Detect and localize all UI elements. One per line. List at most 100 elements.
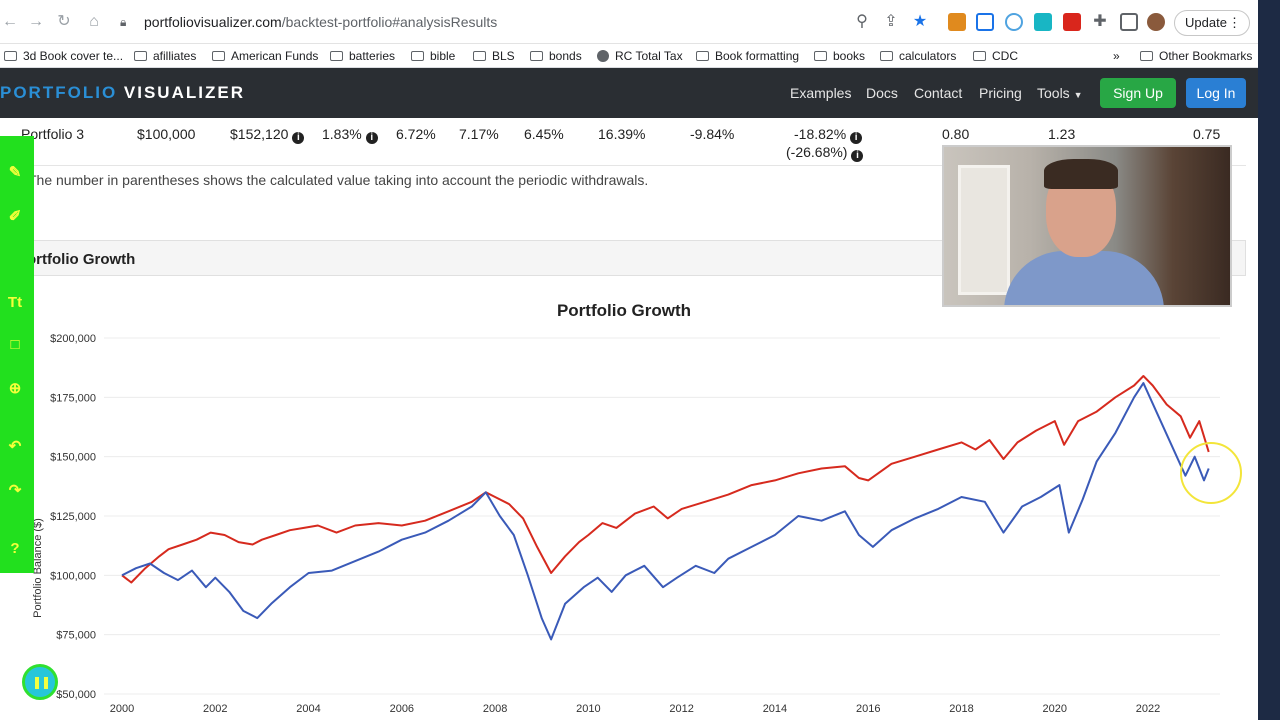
folder-icon [473,51,486,61]
bookmark-item[interactable]: Book formatting [696,48,799,64]
final-balance-cell: $152,120 i [230,126,305,144]
worst-year: 6.45% [524,126,564,142]
side-panel-icon[interactable] [1120,13,1138,31]
max-drawdown-withdrawals: (-26.68%) [786,144,848,160]
folder-icon [880,51,893,61]
share-icon[interactable]: ⇪ [884,13,898,30]
undo-tool-icon[interactable]: ↶ [8,438,22,455]
metric-8: 16.39% [598,126,646,142]
caret-down-icon: ▼ [1073,90,1083,100]
highlighter-tool-icon[interactable]: ✐ [8,208,22,225]
bookmarks-bar: 3d Book cover te... afilliates American … [0,44,1258,68]
y-tick-label: $200,000 [50,333,96,345]
extension-icon-1[interactable] [948,13,966,31]
annotation-toolbar: ✎ ✐ Tt □ ⊕ ↶ ↷ ? [0,136,34,573]
bookmark-item[interactable]: American Funds [212,48,318,64]
bookmark-item[interactable]: batteries [330,48,395,64]
extension-icon-4[interactable] [1034,13,1052,31]
x-tick-label: 2020 [1043,703,1067,715]
info-icon[interactable]: i [292,132,305,144]
extension-icon-3[interactable] [1005,13,1023,31]
y-tick-label: $150,000 [50,452,96,464]
bookmark-label: Book formatting [715,49,800,63]
update-button[interactable]: Update ⋮ [1174,10,1250,36]
x-tick-label: 2008 [483,703,507,715]
redo-tool-icon[interactable]: ↷ [8,482,22,499]
bookmark-item[interactable]: BLS [473,48,515,64]
bookmark-label: BLS [492,49,515,63]
folder-icon [1140,51,1153,61]
sign-up-button[interactable]: Sign Up [1100,78,1176,108]
series-line-1 [121,375,1210,584]
menu-dots-icon: ⋮ [1228,15,1241,30]
zoom-tool-icon[interactable]: ⊕ [8,380,22,397]
bookmark-label: bible [430,49,456,63]
puzzle-extensions-icon[interactable]: ✚ [1093,13,1107,30]
bookmarks-overflow-icon[interactable]: » [1113,49,1120,63]
pause-icon [44,677,48,689]
max-drawdown-withdrawals-cell: (-26.68%) i [786,144,864,162]
site-logo[interactable]: PORTFOLIO VISUALIZER [0,83,245,103]
bookmark-label: RC Total Tax [615,49,683,63]
bookmark-item[interactable]: CDC [973,48,1018,64]
cursor-highlight-ring [1180,442,1242,504]
url-path: /backtest-portfolio#analysisResults [281,14,498,30]
portfolio-name: Portfolio 3 [21,126,85,142]
folder-icon [212,51,225,61]
x-tick-label: 2018 [949,703,973,715]
bookmark-label: calculators [899,49,957,63]
globe-icon [597,50,609,62]
bookmark-item[interactable]: 3d Book cover te... [4,48,123,64]
reload-icon[interactable]: ↻ [57,13,71,30]
bookmark-star-icon[interactable]: ★ [912,13,928,30]
text-tool-icon[interactable]: Tt [7,294,23,311]
folder-icon [696,51,709,61]
update-label: Update [1185,15,1227,30]
extension-icon-2[interactable] [976,13,994,31]
profile-avatar[interactable] [1147,13,1165,31]
max-drawdown: -18.82% [794,126,847,142]
bookmark-item[interactable]: books [814,48,865,64]
pause-icon [35,677,39,689]
lock-icon: 🔒︎ [120,15,127,29]
y-tick-label: $100,000 [50,570,96,582]
other-bookmarks[interactable]: Other Bookmarks [1140,48,1252,64]
bookmark-label: batteries [349,49,396,63]
y-tick-label: $125,000 [50,511,96,523]
folder-icon [530,51,543,61]
folder-icon [4,51,17,61]
nav-contact[interactable]: Contact [914,85,963,101]
help-tool-icon[interactable]: ? [10,540,20,557]
webcam-overlay [942,145,1232,307]
info-icon[interactable]: i [365,132,378,144]
x-tick-label: 2022 [1136,703,1160,715]
nav-examples[interactable]: Examples [790,85,852,101]
webcam-door [958,165,1010,295]
table-row: Portfolio 3 $100,000 $152,120 i 1.83% i 6.… [0,118,1246,166]
bookmark-label: Other Bookmarks [1159,49,1253,63]
info-icon[interactable]: i [850,132,863,144]
pen-tool-icon[interactable]: ✎ [8,164,22,181]
bookmark-label: CDC [992,49,1018,63]
nav-docs[interactable]: Docs [866,85,898,101]
bookmark-item[interactable]: bible [411,48,455,64]
y-axis-label: Portfolio Balance ($) [32,518,44,618]
nav-tools[interactable]: Tools ▼ [1037,85,1083,101]
rectangle-tool-icon[interactable]: □ [10,336,20,353]
bookmark-item[interactable]: RC Total Tax [597,48,683,64]
bookmark-item[interactable]: calculators [880,48,956,64]
home-icon[interactable]: ⌂ [89,13,99,30]
log-in-button[interactable]: Log In [1186,78,1246,108]
best-year: 7.17% [459,126,499,142]
address-bar[interactable]: 🔒︎ portfoliovisualizer.com/backtest-port… [114,8,854,36]
info-icon[interactable]: i [851,150,864,162]
y-tick-label: $50,000 [56,689,96,701]
bookmark-item[interactable]: afilliates [134,48,196,64]
pdf-extension-icon[interactable] [1063,13,1081,31]
forward-arrow-icon[interactable]: → [28,13,44,30]
nav-pricing[interactable]: Pricing [979,85,1022,101]
back-arrow-icon[interactable]: ← [2,13,18,30]
bookmark-item[interactable]: bonds [530,48,582,64]
zoom-icon[interactable]: ⚲ [856,13,868,30]
pause-recording-button[interactable] [22,664,58,700]
